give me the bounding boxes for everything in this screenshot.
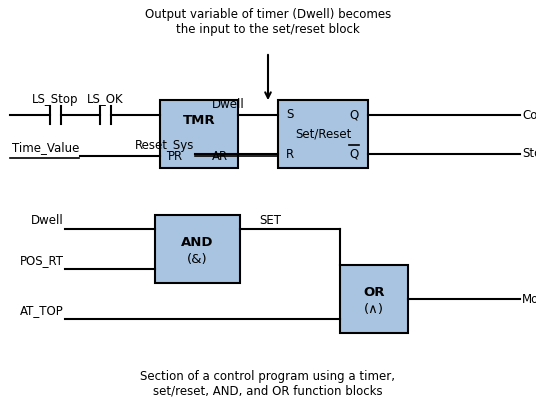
Text: PR: PR bbox=[167, 149, 183, 162]
Text: R: R bbox=[286, 148, 294, 160]
Text: Reset_Sys: Reset_Sys bbox=[135, 140, 194, 153]
Bar bbox=[160, 100, 238, 168]
Text: AND: AND bbox=[181, 235, 214, 248]
Text: (&): (&) bbox=[187, 253, 208, 266]
Bar bbox=[340, 265, 408, 333]
Text: OR: OR bbox=[363, 286, 385, 299]
Text: LS_Stop: LS_Stop bbox=[32, 93, 78, 106]
Text: Move_Up: Move_Up bbox=[522, 293, 536, 306]
Text: Dwell: Dwell bbox=[31, 215, 64, 228]
Text: Q: Q bbox=[349, 109, 359, 122]
Text: S: S bbox=[286, 109, 294, 122]
Text: Dwell: Dwell bbox=[212, 98, 244, 111]
Text: (∧): (∧) bbox=[364, 302, 384, 315]
Text: Cont_Cycle: Cont_Cycle bbox=[522, 109, 536, 122]
Text: SET: SET bbox=[259, 213, 281, 226]
Text: AT_TOP: AT_TOP bbox=[20, 304, 64, 317]
Text: TMR: TMR bbox=[183, 113, 215, 126]
Bar bbox=[155, 215, 240, 283]
Text: Stop_Cycle: Stop_Cycle bbox=[522, 148, 536, 160]
Text: Set/Reset: Set/Reset bbox=[295, 127, 351, 140]
Text: LS_OK: LS_OK bbox=[87, 93, 123, 106]
Text: POS_RT: POS_RT bbox=[20, 255, 64, 268]
Bar bbox=[278, 100, 368, 168]
Text: Q: Q bbox=[349, 148, 359, 160]
Text: Time_Value: Time_Value bbox=[12, 142, 79, 155]
Text: Section of a control program using a timer,
set/reset, AND, and OR function bloc: Section of a control program using a tim… bbox=[140, 370, 396, 398]
Text: AR: AR bbox=[212, 149, 228, 162]
Text: Output variable of timer (Dwell) becomes
the input to the set/reset block: Output variable of timer (Dwell) becomes… bbox=[145, 8, 391, 36]
